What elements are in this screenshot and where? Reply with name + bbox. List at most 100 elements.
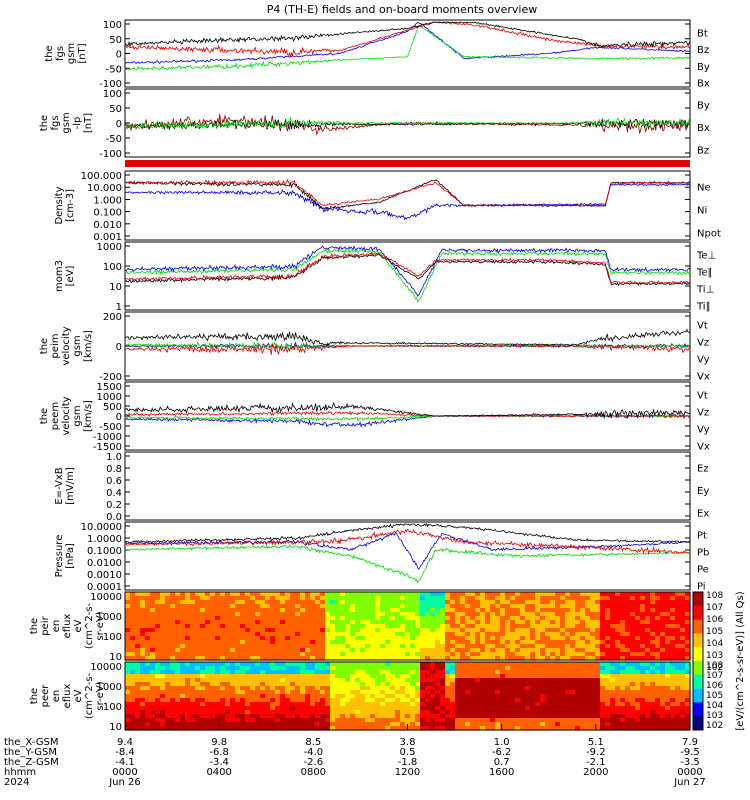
heatmap-cell xyxy=(205,632,211,637)
heatmap-cell xyxy=(405,674,411,679)
heatmap-cell xyxy=(480,592,486,597)
heatmap-cell xyxy=(535,726,541,731)
heatmap-cell xyxy=(585,628,591,633)
heatmap-cell xyxy=(140,652,146,657)
heatmap-cell xyxy=(670,620,676,625)
heatmap-cell xyxy=(135,722,141,727)
heatmap-cell xyxy=(555,628,561,633)
heatmap-cell xyxy=(545,652,551,657)
heatmap-cell xyxy=(560,670,566,675)
heatmap-cell xyxy=(295,612,301,617)
heatmap-cell xyxy=(265,652,271,657)
heatmap-cell xyxy=(195,678,201,683)
y-tick-label: 0.8 xyxy=(106,464,122,475)
heatmap-cell xyxy=(525,652,531,657)
heatmap-cell xyxy=(410,702,416,707)
heatmap-cell xyxy=(530,596,536,601)
heatmap-cell xyxy=(200,628,206,633)
heatmap-cell xyxy=(325,604,331,609)
heatmap-cell xyxy=(540,656,546,661)
heatmap-cell xyxy=(340,670,346,675)
heatmap-cell xyxy=(670,592,676,597)
heatmap-cell xyxy=(560,612,566,617)
heatmap-cell xyxy=(475,620,481,625)
heatmap-cell xyxy=(480,648,486,653)
series-Ti∥ xyxy=(124,248,691,303)
heatmap-cell xyxy=(210,652,216,657)
heatmap-cell xyxy=(220,706,226,711)
y-axis-label: Pressure[nPa] xyxy=(54,535,76,578)
heatmap-cell xyxy=(195,656,201,661)
heatmap-cell xyxy=(550,714,556,719)
heatmap-cell xyxy=(225,648,231,653)
heatmap-cell xyxy=(570,694,576,699)
heatmap-cell xyxy=(545,636,551,641)
heatmap-cell xyxy=(295,702,301,707)
heatmap-cell xyxy=(615,722,621,727)
heatmap-cell xyxy=(655,722,661,727)
heatmap-cell xyxy=(550,656,556,661)
heatmap-cell xyxy=(665,722,671,727)
heatmap-cell xyxy=(605,644,611,649)
heatmap-cell xyxy=(365,666,371,671)
heatmap-cell xyxy=(305,596,311,601)
heatmap-cell xyxy=(290,662,296,667)
heatmap-cell xyxy=(435,636,441,641)
heatmap-cell xyxy=(335,652,341,657)
heatmap-cell xyxy=(680,640,686,645)
heatmap-cell xyxy=(550,608,556,613)
heatmap-cell xyxy=(280,686,286,691)
heatmap-cell xyxy=(320,632,326,637)
heatmap-cell xyxy=(505,670,511,675)
heatmap-cell xyxy=(380,662,386,667)
heatmap-cell xyxy=(415,678,421,683)
heatmap-cell xyxy=(210,612,216,617)
heatmap-cell xyxy=(445,674,451,679)
heatmap-cell xyxy=(370,694,376,699)
heatmap-cell xyxy=(540,690,546,695)
heatmap-cell xyxy=(370,648,376,653)
heatmap-cell xyxy=(450,710,456,715)
heatmap-cell xyxy=(185,718,191,723)
heatmap-cell xyxy=(160,706,166,711)
heatmap-cell xyxy=(635,718,641,723)
heatmap-cell xyxy=(165,648,171,653)
heatmap-cell xyxy=(215,682,221,687)
heatmap-cell xyxy=(425,632,431,637)
heatmap-cell xyxy=(495,652,501,657)
heatmap-cell xyxy=(660,648,666,653)
heatmap-cell xyxy=(195,698,201,703)
heatmap-cell xyxy=(630,636,636,641)
heatmap-cell xyxy=(260,608,266,613)
heatmap-cell xyxy=(585,632,591,637)
heatmap-cell xyxy=(220,620,226,625)
heatmap-cell xyxy=(250,686,256,691)
y-axis-label-line: gsm xyxy=(72,405,83,426)
heatmap-cell xyxy=(170,718,176,723)
heatmap-cell xyxy=(605,628,611,633)
legend-entry-Vt: Vt xyxy=(697,321,708,332)
heatmap-cell xyxy=(555,632,561,637)
heatmap-cell xyxy=(545,714,551,719)
heatmap-cell xyxy=(275,604,281,609)
heatmap-cell xyxy=(310,648,316,653)
heatmap-cell xyxy=(240,604,246,609)
heatmap-cell xyxy=(460,656,466,661)
heatmap-cell xyxy=(685,698,691,703)
heatmap-cell xyxy=(285,686,291,691)
heatmap-cell xyxy=(520,648,526,653)
heatmap-cell xyxy=(330,718,336,723)
heatmap-cell xyxy=(425,662,431,667)
heatmap-cell xyxy=(655,714,661,719)
heatmap-cell xyxy=(535,682,541,687)
heatmap-cell xyxy=(185,612,191,617)
heatmap-cell xyxy=(615,640,621,645)
heatmap-cell xyxy=(655,670,661,675)
heatmap-cell xyxy=(660,674,666,679)
heatmap-cell xyxy=(660,670,666,675)
heatmap-cell xyxy=(450,604,456,609)
heatmap-cell xyxy=(400,632,406,637)
heatmap-cell xyxy=(400,662,406,667)
heatmap-cell xyxy=(645,648,651,653)
heatmap-cell xyxy=(290,694,296,699)
